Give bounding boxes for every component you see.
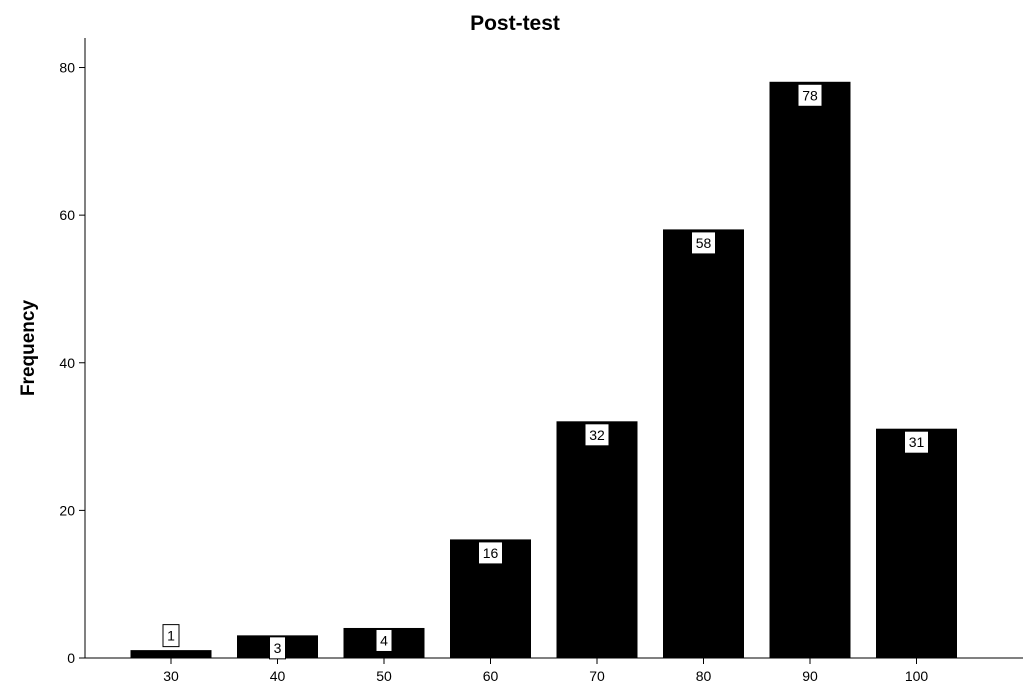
chart-title: Post-test [470, 12, 560, 35]
x-tick-label: 100 [905, 668, 929, 684]
y-tick-label: 60 [59, 207, 75, 223]
data-label: 32 [589, 427, 605, 443]
data-label: 78 [802, 87, 818, 103]
data-label: 4 [380, 632, 388, 648]
bar [876, 428, 957, 659]
y-tick-label: 40 [59, 355, 75, 371]
x-tick-label: 50 [376, 668, 392, 684]
data-label-box [162, 624, 180, 648]
data-label: 31 [909, 434, 925, 450]
data-label: 3 [274, 640, 282, 656]
plot-area: 0 20 40 60 80 30 1 40 3 50 4 60 16 70 32 80 58 90 78 100 31 [59, 38, 1023, 684]
bar [769, 81, 851, 659]
data-label-box [269, 636, 286, 660]
x-tick-label: 70 [589, 668, 605, 684]
data-label: 16 [483, 545, 499, 561]
bar [663, 229, 744, 659]
x-tick-label: 90 [802, 668, 818, 684]
y-tick-label: 80 [59, 60, 75, 76]
y-axis-label: Frequency [18, 300, 39, 397]
x-tick-label: 80 [696, 668, 712, 684]
y-tick-label: 20 [59, 502, 75, 518]
data-label: 1 [167, 628, 175, 644]
data-label-box [375, 628, 393, 652]
data-label-box [797, 83, 823, 107]
data-label: 58 [696, 235, 712, 251]
x-tick-label: 60 [483, 668, 499, 684]
data-label-box [584, 423, 610, 447]
data-label-box [691, 231, 716, 255]
x-tick-label: 40 [270, 668, 286, 684]
bar [130, 650, 212, 659]
data-label-box [478, 541, 503, 565]
y-tick-label: 0 [67, 650, 75, 666]
bar [556, 421, 638, 659]
data-label-box [904, 430, 929, 454]
x-tick-label: 30 [163, 668, 179, 684]
